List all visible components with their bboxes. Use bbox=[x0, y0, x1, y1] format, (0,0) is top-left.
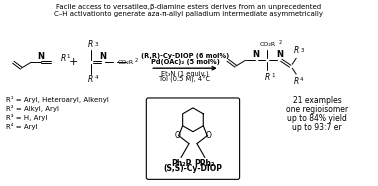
Text: (R,R)-Cy-DIOP (6 mol%): (R,R)-Cy-DIOP (6 mol%) bbox=[141, 53, 229, 59]
Text: 1: 1 bbox=[66, 54, 70, 59]
Text: C–H activationto generate aza-π-allyl palladium intermediate asymmetrically: C–H activationto generate aza-π-allyl pa… bbox=[54, 11, 324, 17]
Text: R: R bbox=[265, 73, 270, 82]
Text: N: N bbox=[252, 50, 259, 59]
Text: one regioisomer: one regioisomer bbox=[286, 105, 348, 114]
Text: +: + bbox=[69, 57, 79, 67]
Text: Tol (0.5 M), 4°C: Tol (0.5 M), 4°C bbox=[160, 76, 211, 83]
Text: R⁴ = Aryl: R⁴ = Aryl bbox=[6, 123, 38, 130]
Text: 3: 3 bbox=[300, 48, 304, 53]
Text: up to 84% yield: up to 84% yield bbox=[287, 114, 347, 123]
FancyBboxPatch shape bbox=[146, 98, 240, 179]
Text: 4: 4 bbox=[95, 75, 98, 80]
Text: 1: 1 bbox=[271, 73, 275, 78]
Text: R: R bbox=[88, 40, 93, 49]
Text: R³ = H, Aryl: R³ = H, Aryl bbox=[6, 114, 48, 121]
Text: Ph₂P: Ph₂P bbox=[171, 160, 191, 169]
Text: 3: 3 bbox=[95, 42, 98, 47]
Text: 2: 2 bbox=[135, 58, 138, 63]
Text: R: R bbox=[61, 54, 66, 63]
Text: R: R bbox=[88, 75, 93, 84]
Text: Et₃N (1 equiv.): Et₃N (1 equiv.) bbox=[161, 70, 209, 77]
Text: N: N bbox=[99, 52, 106, 61]
Text: (S,S)-Cy-DIOP: (S,S)-Cy-DIOP bbox=[163, 164, 223, 173]
Text: 4: 4 bbox=[300, 77, 304, 82]
Text: O: O bbox=[175, 131, 181, 140]
Text: CO₂R: CO₂R bbox=[259, 42, 276, 47]
Text: PPh₂: PPh₂ bbox=[195, 160, 215, 169]
Text: N: N bbox=[38, 52, 45, 61]
Text: R¹ = Aryl, Heteroaryl, Alkenyl: R¹ = Aryl, Heteroaryl, Alkenyl bbox=[6, 96, 109, 103]
Text: up to 93:7 er: up to 93:7 er bbox=[292, 123, 342, 132]
Text: N: N bbox=[276, 50, 283, 59]
Text: Facile access to versatileα,β-diamine esters derives from an unprecedented: Facile access to versatileα,β-diamine es… bbox=[56, 4, 322, 10]
Text: Pd(OAc)₂ (5 mol%): Pd(OAc)₂ (5 mol%) bbox=[150, 59, 220, 65]
Text: CO₂R: CO₂R bbox=[118, 60, 134, 65]
Text: 21 examples: 21 examples bbox=[293, 96, 341, 105]
Text: R² = Alkyl, Aryl: R² = Alkyl, Aryl bbox=[6, 105, 59, 112]
Text: 2: 2 bbox=[278, 40, 282, 45]
Text: R: R bbox=[294, 46, 299, 55]
Text: R: R bbox=[294, 77, 299, 86]
Text: O: O bbox=[205, 131, 211, 140]
